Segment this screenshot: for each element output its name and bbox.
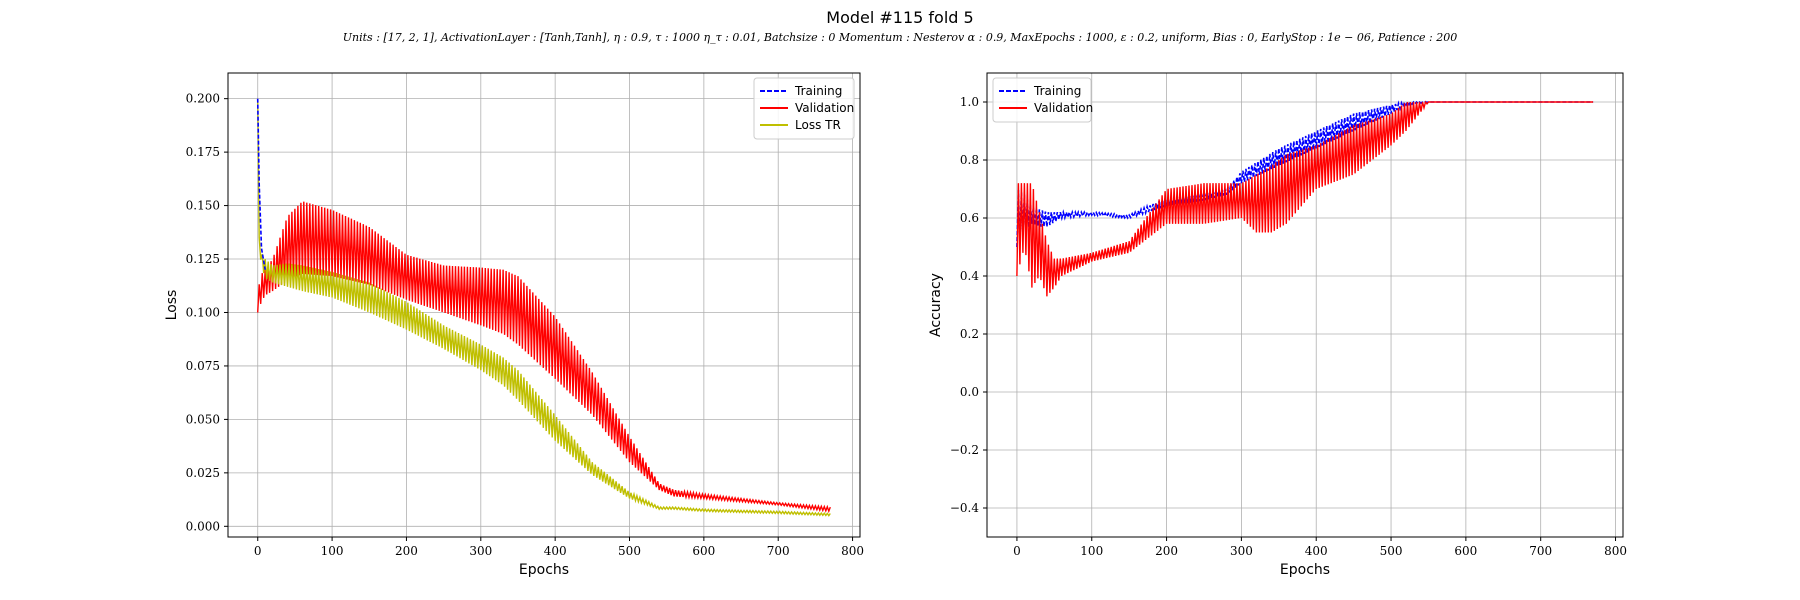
axes-frame xyxy=(986,72,1624,538)
series-training-line xyxy=(256,98,266,270)
figure-subtitle: Units : [17, 2, 1], ActivationLayer : [T… xyxy=(342,31,1458,44)
y-tick-label: 0.8 xyxy=(960,153,979,167)
y-tick-label: 0.2 xyxy=(960,327,979,341)
x-axis-label: Epochs xyxy=(1280,562,1330,578)
y-tick-label: 0.175 xyxy=(186,145,220,159)
series-validation-line xyxy=(257,201,831,514)
legend: Training Validation Loss TR xyxy=(753,77,855,140)
x-tick-label: 700 xyxy=(1529,544,1552,558)
series-training xyxy=(256,98,266,270)
legend-label: Training xyxy=(794,84,842,98)
y-tick-label: 0.150 xyxy=(186,199,220,213)
x-tick-label: 200 xyxy=(1155,544,1178,558)
y-axis-label: Accuracy xyxy=(928,273,944,337)
series-loss-tr-line xyxy=(257,98,831,517)
y-tick-label: 0.200 xyxy=(186,92,220,106)
x-tick-label: 800 xyxy=(841,544,864,558)
x-tick-label: 400 xyxy=(544,544,567,558)
y-tick-label: 0.075 xyxy=(186,359,220,373)
y-tick-label: 0.125 xyxy=(186,252,220,266)
x-tick-label: 0 xyxy=(254,544,262,558)
x-tick-label: 200 xyxy=(395,544,418,558)
series-validation xyxy=(1016,100,1594,297)
x-tick-label: 100 xyxy=(321,544,344,558)
y-tick-label: 0.6 xyxy=(960,211,979,225)
x-tick-label: 300 xyxy=(1230,544,1253,558)
series-validation xyxy=(257,201,831,514)
y-tick-label: 0.000 xyxy=(186,519,220,533)
axes-frame xyxy=(227,72,861,538)
x-tick-label: 800 xyxy=(1604,544,1627,558)
loss-chart: 0 100 200 300 400 500 600 700 800 0.000 0.025 0.050… xyxy=(164,72,864,578)
figure-title: Model #115 fold 5 xyxy=(826,8,974,27)
x-axis-label: Epochs xyxy=(519,562,569,578)
x-tick-label: 500 xyxy=(1380,544,1403,558)
x-tick-label: 500 xyxy=(618,544,641,558)
x-tick-label: 300 xyxy=(469,544,492,558)
x-tick-label: 600 xyxy=(692,544,715,558)
y-tick-label: 0.0 xyxy=(960,385,979,399)
y-tick-label: −0.2 xyxy=(950,443,979,457)
accuracy-chart: 0 100 200 300 400 500 600 700 800 −0.4 −0.2 0.0 0.2 0… xyxy=(928,72,1627,578)
plot-area xyxy=(1016,100,1594,297)
y-tick-label: 0.050 xyxy=(186,412,220,426)
plot-area xyxy=(256,98,831,517)
x-tick-label: 100 xyxy=(1080,544,1103,558)
x-tick-label: 400 xyxy=(1305,544,1328,558)
legend-label: Validation xyxy=(795,101,854,115)
y-tick-label: 1.0 xyxy=(960,95,979,109)
y-tick-label: 0.025 xyxy=(186,466,220,480)
y-axis-label: Loss xyxy=(164,290,180,321)
x-tick-label: 700 xyxy=(767,544,790,558)
series-loss-tr xyxy=(257,98,831,517)
x-tick-label: 600 xyxy=(1454,544,1477,558)
legend-box xyxy=(753,77,855,140)
legend: Training Validation xyxy=(992,77,1093,123)
series-validation-line xyxy=(1016,100,1594,297)
legend-label: Training xyxy=(1033,84,1081,98)
legend-label: Loss TR xyxy=(795,118,841,132)
y-tick-label: 0.4 xyxy=(960,269,979,283)
x-tick-label: 0 xyxy=(1013,544,1021,558)
y-tick-label: −0.4 xyxy=(950,501,980,515)
legend-box xyxy=(992,77,1092,123)
y-tick-label: 0.100 xyxy=(186,305,220,319)
legend-label: Validation xyxy=(1034,101,1093,115)
